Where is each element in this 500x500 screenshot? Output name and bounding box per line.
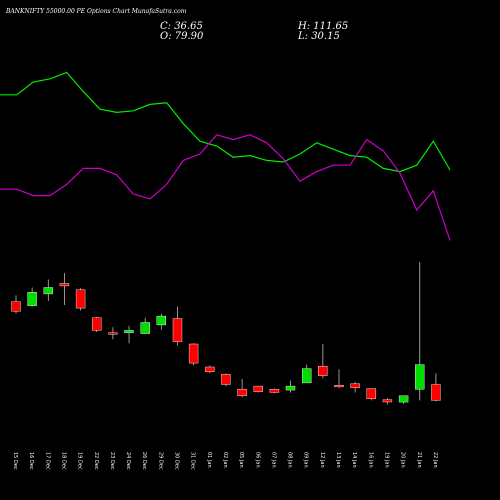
high-value: H: 111.65 [298, 21, 349, 32]
candle-body [431, 384, 441, 401]
candle-body [188, 343, 199, 364]
candle-body [140, 322, 150, 334]
x-tick-label: 26 Dec [141, 452, 147, 470]
candle-body [237, 389, 247, 396]
x-tick-label: 19 Dec [77, 452, 83, 470]
x-tick-label: 14 Jan [351, 452, 357, 468]
candle-body [302, 368, 312, 384]
x-tick-label: 13 Jan [335, 452, 341, 468]
candle-body [124, 330, 134, 333]
candle-body [27, 292, 37, 306]
x-tick-label: 24 Dec [125, 452, 131, 470]
x-tick-label: 23 Dec [109, 452, 115, 470]
candle-body [205, 366, 215, 373]
candlesticks [11, 262, 441, 405]
x-tick-label: 05 Jan [238, 452, 244, 468]
x-tick-label: 02 Jan [222, 452, 228, 468]
candle-body [156, 315, 167, 326]
candle-body [318, 366, 328, 376]
indicator-line-2 [0, 134, 451, 241]
candle-body [92, 317, 102, 331]
candle-body [382, 399, 393, 403]
x-tick-label: 07 Jan [270, 452, 276, 468]
candle-body [172, 318, 183, 342]
x-tick-label: 15 Dec [12, 452, 18, 470]
x-tick-label: 22 Dec [93, 452, 99, 470]
candle-body [269, 389, 280, 393]
x-tick-label: 01 Jan [206, 452, 212, 468]
chart-title: BANKNIFTY 55000.00 PE Options Chart Muna… [6, 8, 187, 15]
candle-body [221, 374, 231, 385]
x-tick-label: 16 Jan [367, 452, 373, 468]
candle-body [415, 364, 425, 390]
candle-body [334, 385, 344, 388]
indicator-lines [0, 71, 451, 241]
x-tick-label: 30 Dec [174, 452, 180, 470]
x-tick-label: 21 Jan [416, 452, 422, 468]
open-value: O: 79.90 [160, 31, 204, 42]
x-tick-label: 20 Jan [400, 452, 406, 468]
candle-body [398, 395, 409, 403]
x-tick-label: 19 Jan [383, 452, 389, 468]
x-tick-label: 29 Dec [157, 452, 163, 470]
candle-body [253, 385, 264, 392]
candle-body [43, 287, 53, 295]
close-value: C: 36.65 [160, 21, 203, 32]
x-tick-label: 16 Dec [28, 452, 34, 470]
low-value: L: 30.15 [298, 31, 340, 42]
candle-body [11, 301, 21, 312]
x-axis-labels: 15 Dec 16 Dec 17 Dec 18 Dec 19 Dec 22 Dec 23 D… [12, 452, 438, 470]
x-tick-label: 06 Jan [254, 452, 260, 468]
x-tick-label: 18 Dec [60, 452, 66, 470]
x-tick-label: 17 Dec [44, 452, 50, 470]
x-tick-label: 22 Jan [432, 452, 438, 468]
candle-body [285, 385, 296, 391]
x-tick-label: 12 Jan [319, 452, 325, 468]
x-tick-label: 31 Dec [190, 452, 196, 470]
candle-body [59, 283, 70, 287]
candle-body [75, 289, 86, 309]
candle-body [366, 388, 376, 400]
x-tick-label: 08 Jan [287, 452, 293, 468]
candle-body [108, 332, 118, 335]
candle-body [350, 383, 360, 388]
indicator-line-1 [0, 71, 451, 173]
x-tick-label: 09 Jan [303, 452, 309, 468]
